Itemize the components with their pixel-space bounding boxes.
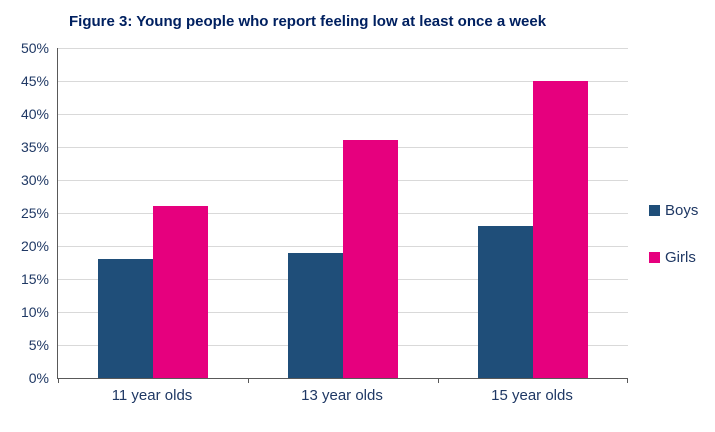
x-axis-tick [438, 378, 439, 383]
y-axis-label: 45% [20, 73, 49, 89]
y-axis-label: 35% [20, 139, 49, 155]
y-axis-label: 20% [20, 238, 49, 254]
x-axis-label: 11 year olds [111, 387, 193, 404]
x-axis-tick [627, 378, 628, 383]
bar-boys-11-year-olds [98, 259, 153, 378]
y-axis-label: 10% [20, 304, 49, 320]
legend: Boys Girls [649, 202, 698, 296]
legend-item-boys: Boys [649, 202, 698, 219]
y-axis-label: 5% [28, 337, 49, 353]
y-axis-label: 40% [20, 106, 49, 122]
bar-girls-13-year-olds [343, 140, 398, 378]
x-axis-tick [58, 378, 59, 383]
y-axis: 0% 5% 10% 15% 20% 25% 30% 35% 40% 45% 50% [0, 40, 49, 388]
bar-girls-15-year-olds [533, 81, 588, 378]
legend-label: Boys [665, 202, 699, 219]
y-axis-label: 15% [20, 271, 49, 287]
y-axis-label: 0% [28, 370, 49, 386]
bar-boys-13-year-olds [288, 252, 343, 378]
gridline [58, 47, 628, 49]
y-axis-label: 30% [20, 172, 49, 188]
bar-girls-11-year-olds [153, 206, 208, 378]
bar-boys-15-year-olds [478, 226, 533, 378]
legend-label: Girls [665, 249, 696, 266]
legend-swatch-boys [649, 205, 660, 216]
gridline [58, 80, 628, 82]
x-axis: 11 year olds 13 year olds 15 year olds [57, 387, 627, 411]
x-axis-label: 13 year olds [301, 387, 383, 404]
legend-item-girls: Girls [649, 249, 698, 266]
plot-area [57, 47, 628, 383]
y-axis-label: 25% [20, 205, 49, 221]
chart-title: Figure 3: Young people who report feelin… [69, 13, 547, 30]
legend-swatch-girls [649, 252, 660, 263]
x-axis-label: 15 year olds [491, 387, 573, 404]
x-axis-tick [248, 378, 249, 383]
gridline [58, 113, 628, 115]
y-axis-label: 50% [20, 40, 49, 56]
